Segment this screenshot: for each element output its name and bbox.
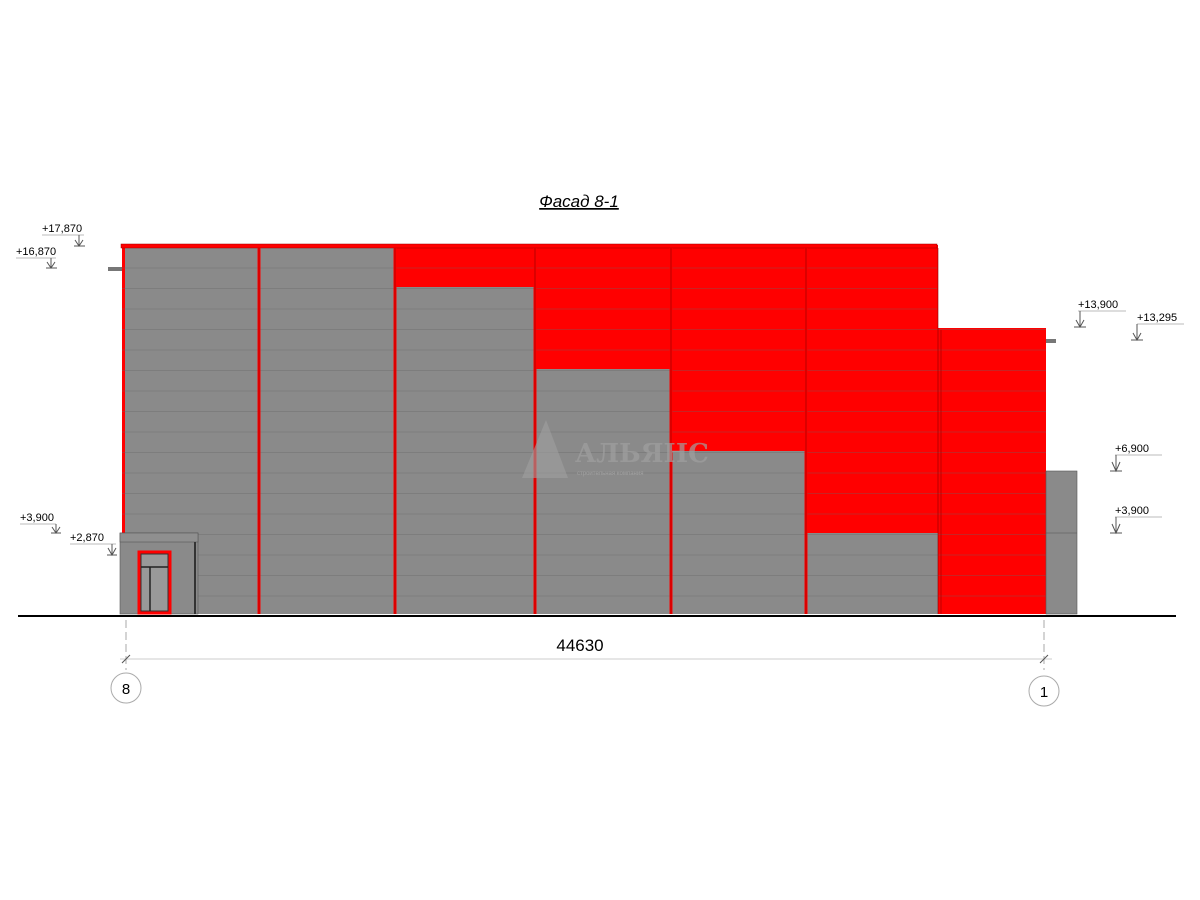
- canopy: [119, 532, 199, 543]
- level-label: +3,900: [1115, 505, 1149, 517]
- watermark-logo: АЛЬЯНС строительная компания: [522, 420, 709, 478]
- level-label: +13,295: [1137, 312, 1177, 324]
- annex-block: [1045, 470, 1078, 615]
- axis-marker-right: 1: [1028, 675, 1060, 707]
- level-label: +2,870: [70, 532, 104, 544]
- dimension-line: 44630: [120, 620, 1052, 670]
- drawing-title: Фасад 8-1: [539, 192, 619, 211]
- gray-cladding-panel: [671, 451, 806, 614]
- door-frame: [137, 550, 172, 615]
- gray-cladding-panel: [806, 533, 938, 614]
- level-marker: +13,900: [1074, 299, 1126, 329]
- level-marker: +16,870: [16, 246, 57, 269]
- level-label: +3,900: [20, 512, 54, 524]
- parapet: [120, 243, 938, 249]
- level-marker: +17,870: [42, 223, 85, 247]
- level-marker: +2,870: [70, 532, 117, 557]
- red-cladding-panel: [938, 328, 1046, 614]
- gray-cladding-panel: [395, 287, 535, 614]
- watermark-name: АЛЬЯНС: [575, 439, 709, 469]
- level-marker: +13,295: [1131, 312, 1184, 342]
- watermark-subtitle: строительная компания: [577, 471, 643, 477]
- level-label: +13,900: [1078, 299, 1118, 311]
- axis-marker-left: 8: [110, 672, 142, 704]
- gray-cladding-panel: [259, 248, 395, 614]
- gutter: [108, 267, 122, 271]
- axis-label: 1: [1040, 684, 1048, 701]
- level-label: +6,900: [1115, 443, 1149, 455]
- dimension-value: 44630: [556, 636, 603, 655]
- gray-cladding-panel: [535, 369, 671, 614]
- level-marker: +6,900: [1110, 443, 1162, 473]
- level-label: +17,870: [42, 223, 82, 235]
- building-elevation: [108, 243, 1078, 615]
- level-label: +16,870: [16, 246, 56, 258]
- level-marker: +3,900: [20, 512, 61, 534]
- axis-label: 8: [122, 681, 130, 698]
- door: [140, 553, 169, 612]
- level-marker: +3,900: [1110, 505, 1162, 535]
- gutter: [1046, 339, 1056, 343]
